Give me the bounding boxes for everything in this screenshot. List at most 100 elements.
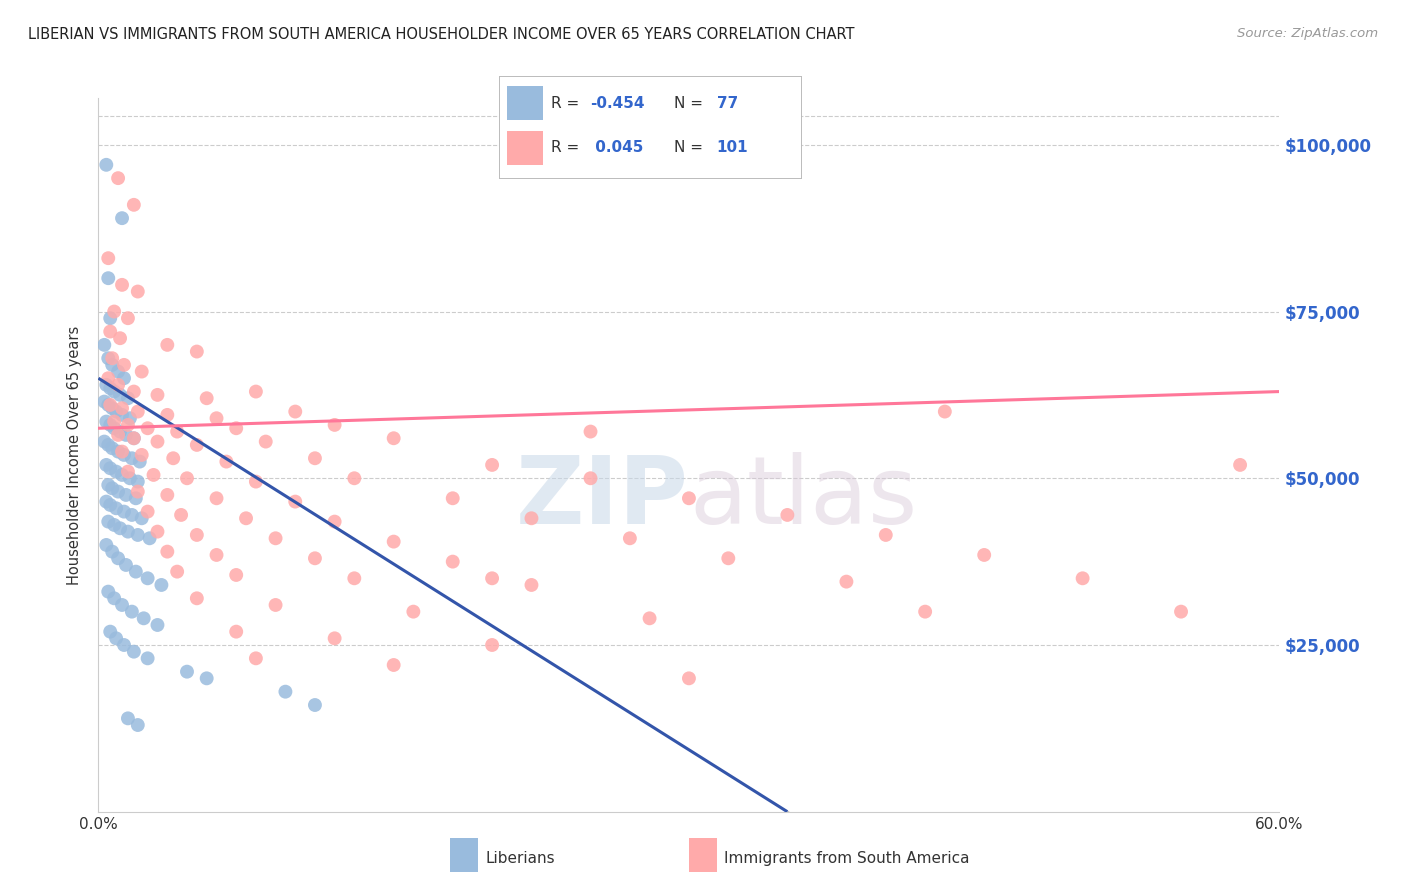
Point (105, 632, 128, 646)
Point (107, 377, 129, 392)
Point (170, 508, 193, 522)
Point (225, 568, 247, 582)
Point (176, 471, 198, 485)
Point (97, 584, 120, 599)
Point (111, 277, 134, 292)
Point (343, 471, 366, 485)
Point (520, 578, 543, 592)
Bar (506, 130, 543, 165)
Point (323, 632, 346, 646)
Point (111, 444, 134, 458)
Point (1071, 571, 1094, 585)
Point (914, 605, 936, 619)
Point (1229, 458, 1251, 472)
Point (96, 494, 118, 508)
Text: -0.454: -0.454 (591, 95, 644, 111)
Point (97, 515, 120, 529)
Point (107, 444, 129, 458)
Point (107, 365, 129, 379)
Point (638, 611, 661, 625)
Point (107, 484, 129, 499)
Point (121, 508, 143, 522)
Point (166, 425, 188, 439)
Point (97, 398, 120, 412)
Point (98, 417, 121, 432)
Point (1170, 605, 1192, 619)
Point (103, 421, 125, 435)
Point (481, 571, 503, 585)
Point (105, 465, 128, 479)
Point (235, 511, 257, 525)
Point (156, 488, 179, 502)
Point (93, 434, 115, 449)
Point (101, 442, 124, 456)
Point (101, 481, 124, 495)
Point (131, 448, 153, 462)
Point (122, 384, 145, 399)
Point (107, 171, 129, 186)
Point (118, 411, 141, 425)
Point (146, 524, 169, 539)
Point (136, 505, 159, 519)
Point (254, 434, 277, 449)
Point (111, 598, 134, 612)
Point (245, 651, 267, 665)
Point (323, 417, 346, 432)
Text: ZIP: ZIP (516, 451, 689, 544)
Point (186, 344, 208, 359)
Point (162, 451, 184, 466)
Text: Source: ZipAtlas.com: Source: ZipAtlas.com (1237, 27, 1378, 40)
Point (97, 478, 120, 492)
Point (131, 511, 153, 525)
Point (215, 454, 238, 468)
Point (382, 431, 405, 445)
Point (205, 411, 228, 425)
Point (678, 671, 700, 685)
Point (117, 391, 139, 405)
Point (186, 528, 208, 542)
Point (579, 425, 602, 439)
Point (103, 591, 125, 606)
Point (131, 365, 153, 379)
Point (304, 451, 326, 466)
Point (132, 611, 155, 625)
Point (96, 158, 118, 172)
Text: Immigrants from South America: Immigrants from South America (724, 851, 970, 865)
Point (98, 311, 121, 326)
Point (127, 475, 149, 489)
Point (108, 521, 131, 535)
Point (402, 605, 425, 619)
Point (117, 711, 139, 725)
Point (96, 377, 118, 392)
Point (579, 471, 602, 485)
Point (382, 658, 405, 673)
Point (127, 484, 149, 499)
Point (274, 684, 297, 698)
Point (441, 555, 464, 569)
Point (105, 404, 128, 418)
Point (225, 421, 247, 435)
Point (96, 458, 118, 472)
Point (97, 251, 120, 265)
Point (382, 534, 405, 549)
Point (103, 384, 125, 399)
Point (108, 331, 131, 345)
Point (146, 388, 169, 402)
Point (107, 551, 129, 566)
Point (112, 638, 135, 652)
Point (97, 351, 120, 366)
Point (156, 338, 179, 352)
Point (122, 198, 145, 212)
Point (101, 544, 124, 558)
Point (101, 351, 124, 366)
Point (127, 718, 149, 732)
Point (117, 465, 139, 479)
Point (101, 401, 124, 416)
Point (195, 671, 218, 685)
Point (115, 558, 138, 572)
Point (323, 515, 346, 529)
Point (136, 421, 159, 435)
Point (96, 415, 118, 429)
Point (156, 408, 179, 422)
Point (304, 551, 326, 566)
